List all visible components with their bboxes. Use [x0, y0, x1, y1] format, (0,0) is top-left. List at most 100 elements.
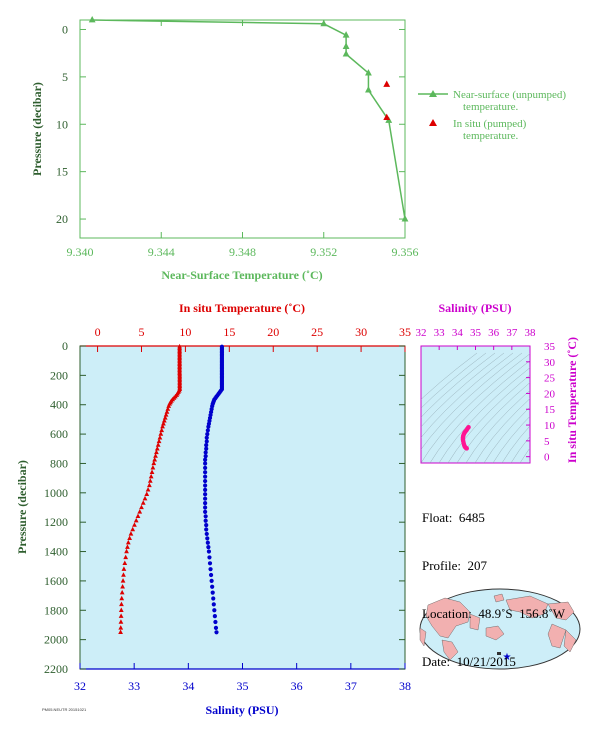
- temperature-tick-label: 25: [311, 325, 323, 339]
- temperature-point: [124, 548, 129, 554]
- temperature-tick-label: 15: [223, 325, 235, 339]
- temperature-point: [144, 491, 150, 496]
- density-contour: [438, 367, 530, 463]
- pressure-tick-label: 0: [62, 339, 68, 353]
- salinity-point: [203, 478, 208, 484]
- ts-salinity-tick-label: 34: [452, 327, 464, 339]
- salinity-point: [204, 443, 209, 448]
- file-stamp: PM05.NEUTR 20151021: [42, 707, 87, 712]
- ts-temperature-tick-label: 10: [544, 420, 556, 432]
- salinity-point: [203, 470, 208, 475]
- density-contour: [421, 352, 496, 418]
- salinity-point: [207, 561, 213, 566]
- salinity-point: [211, 602, 216, 607]
- unpumped-temperature-point: [342, 50, 350, 57]
- temperature-point: [137, 509, 143, 514]
- ts-temperature-tick-label: 35: [544, 341, 556, 353]
- temperature-point: [118, 613, 124, 618]
- legend-pumped-label-2: temperature.: [463, 130, 519, 142]
- unpumped-temperature-point: [342, 31, 350, 38]
- legend-pumped-marker: [429, 119, 437, 126]
- salinity-axis-title: Salinity (PSU): [205, 703, 278, 717]
- density-contour: [421, 352, 514, 438]
- profile-series: [118, 343, 225, 635]
- near-surface-x-label: Near-Surface Temperature (˚C): [161, 268, 322, 282]
- temperature-ticks: 0 5 10 15 20 25 30 35: [95, 325, 411, 352]
- temperature-point: [118, 619, 124, 624]
- near-surface-x-tick-label: 9.352: [310, 245, 337, 259]
- temperature-point: [147, 478, 153, 483]
- pressure-ticks: 0 200 400 600 800 1000 1200 1400 1600 1800 2000 220…: [44, 339, 405, 676]
- salinity-tick-label: 32: [74, 679, 86, 693]
- salinity-point: [203, 461, 208, 466]
- salinity-point: [211, 596, 216, 601]
- pressure-tick-label: 600: [50, 427, 68, 441]
- near-surface-y-tick-label: 20: [56, 212, 68, 226]
- temperature-point: [148, 473, 154, 479]
- near-surface-y-tick-label: 0: [62, 22, 68, 36]
- salinity-point: [206, 424, 211, 429]
- temperature-point: [147, 482, 152, 488]
- salinity-tick-label: 36: [291, 679, 303, 693]
- salinity-point: [204, 446, 209, 451]
- temperature-tick-label: 0: [95, 325, 101, 339]
- ts-plot-frame: [420, 345, 531, 464]
- salinity-point: [208, 572, 214, 578]
- temperature-tick-label: 10: [179, 325, 191, 339]
- temperature-point: [130, 526, 136, 532]
- near-surface-panel: 9.340 9.344 9.348 9.352 9.356 0 5 10 15 20 Near-…: [30, 16, 566, 282]
- salinity-point: [203, 454, 208, 459]
- temperature-tick-label: 20: [267, 325, 279, 339]
- legend-unpumped-marker: [429, 90, 437, 97]
- unpumped-temperature-point: [320, 19, 328, 27]
- near-surface-x-ticks: 9.340 9.344 9.348 9.352 9.356: [67, 20, 419, 259]
- temperature-point: [119, 589, 125, 595]
- temperature-point: [145, 487, 151, 492]
- temperature-point: [118, 629, 123, 634]
- ts-salinity-tick-label: 37: [506, 327, 518, 339]
- ts-temperature-tick-label: 15: [544, 404, 556, 416]
- legend-pumped-label-1: In situ (pumped): [453, 118, 527, 130]
- salinity-point: [210, 590, 215, 595]
- temperature-point: [123, 554, 129, 560]
- ts-temperature-title: In situ Temperature (˚C): [565, 337, 579, 463]
- temperature-point: [150, 465, 156, 470]
- salinity-point: [203, 492, 208, 497]
- salinity-point: [204, 531, 209, 537]
- density-contour: [483, 406, 530, 463]
- ts-density-contours: [421, 352, 530, 463]
- temperature-point: [142, 495, 148, 501]
- pumped-temperature-point: [383, 113, 391, 121]
- salinity-point: [213, 625, 219, 630]
- pressure-tick-label: 1600: [44, 574, 68, 588]
- salinity-tick-label: 37: [345, 679, 357, 693]
- salinity-tick-label: 34: [182, 679, 194, 693]
- temperature-point: [152, 456, 158, 462]
- salinity-point: [204, 435, 209, 440]
- unpumped-temperature-point: [401, 215, 409, 222]
- pumped-temperature-point: [383, 80, 391, 87]
- salinity-point: [203, 518, 208, 523]
- temperature-point: [135, 513, 141, 518]
- float-info: Float: 6485 Profile: 207 Location: 48.9˚…: [422, 478, 565, 686]
- temperature-tick-label: 35: [399, 325, 411, 339]
- temperature-point: [119, 595, 125, 601]
- near-surface-x-tick-label: 9.348: [229, 245, 256, 259]
- salinity-point: [212, 614, 217, 619]
- density-contour: [421, 352, 505, 428]
- temperature-point: [164, 409, 170, 414]
- legend-unpumped-label-2: temperature.: [463, 101, 519, 113]
- unpumped-temperature-point: [365, 69, 372, 76]
- ts-diagram-panel: 32 33 34 35 36 37 38 0 5 10 15 20 25 30 35 Salinity (…: [416, 301, 580, 464]
- temperature-point: [155, 442, 161, 447]
- temperature-point: [125, 539, 131, 545]
- density-contour: [429, 360, 530, 463]
- temperature-point: [154, 445, 160, 451]
- near-surface-series: [88, 16, 409, 222]
- unpumped-temperature-point: [365, 86, 372, 93]
- temperature-point: [153, 453, 158, 458]
- pressure-tick-label: 800: [50, 456, 68, 470]
- ts-salinity-tick-label: 33: [434, 327, 446, 339]
- salinity-point: [206, 545, 211, 550]
- salinity-point: [203, 509, 208, 515]
